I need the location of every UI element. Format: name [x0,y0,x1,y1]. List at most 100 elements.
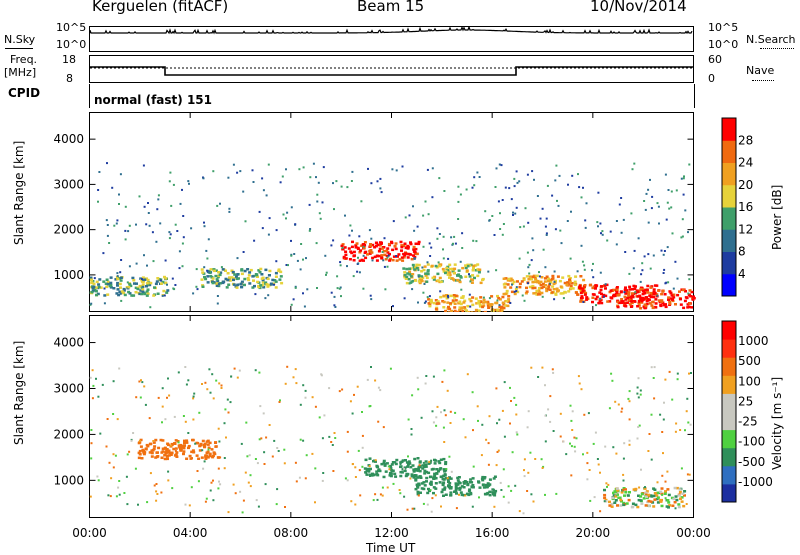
freq-label: Freq. [10,53,37,66]
data-cell [687,422,689,424]
data-cell [600,285,603,288]
data-cell [156,208,158,210]
data-cell [593,443,595,445]
colorbar-segment [722,163,736,186]
data-cell [405,216,407,218]
data-cell [663,254,665,256]
data-cell [469,294,471,296]
data-cell [549,395,551,397]
data-cell [640,273,642,275]
data-cell [629,444,631,446]
data-cell [427,263,430,266]
y-tick-label: 3000 [53,177,84,191]
data-cell [123,492,125,494]
data-cell [447,258,449,260]
data-cell [218,481,220,483]
data-cell [450,487,453,490]
data-cell [646,193,648,195]
data-cell [482,278,485,281]
data-cell [330,244,332,246]
data-cell [459,275,462,278]
colorbar-segment [722,466,736,485]
data-cell [653,255,655,257]
data-cell [248,282,251,285]
data-cell [433,459,436,462]
data-cell [370,238,372,240]
data-cell [435,494,437,496]
data-cell [675,431,677,433]
data-cell [409,478,411,480]
data-cell [651,196,653,198]
data-cell [554,179,556,181]
data-cell [234,368,236,370]
data-cell [421,467,424,470]
data-cell [370,182,372,184]
data-cell [291,206,293,208]
data-cell [171,487,173,489]
data-cell [156,455,159,458]
data-cell [297,260,299,262]
data-cell [687,473,689,475]
data-cell [284,506,286,508]
data-cell [258,372,260,374]
data-cell [141,381,143,383]
data-cell [508,187,510,189]
data-cell [563,297,565,299]
data-cell [618,404,620,406]
data-cell [135,468,137,470]
data-cell [442,484,445,487]
data-cell [212,499,214,501]
data-cell [648,222,650,224]
data-cell [203,444,206,447]
data-cell [191,439,194,442]
data-cell [677,278,679,280]
data-cell [460,261,462,263]
data-cell [603,296,605,298]
data-cell [429,295,431,297]
data-cell [530,493,532,495]
data-cell [95,378,97,380]
data-cell [315,176,317,178]
data-cell [526,275,529,278]
data-cell [574,281,577,284]
data-cell [97,201,99,203]
data-cell [157,447,160,450]
y-tick-label: 2000 [53,223,84,237]
data-cell [421,417,423,419]
data-cell [545,415,547,417]
data-cell [549,421,551,423]
data-cell [654,492,657,495]
data-cell [641,493,644,496]
data-cell [185,421,187,423]
data-cell [675,495,678,498]
data-cell [468,490,471,493]
colorbar-segment [722,412,736,431]
data-cell [514,485,516,487]
data-cell [353,251,356,254]
data-cell [146,265,148,267]
data-cell [227,272,230,275]
data-cell [135,291,138,294]
data-cell [388,468,390,470]
data-cell [516,431,518,433]
data-cell [653,498,656,501]
data-cell [216,278,219,281]
data-cell [461,267,464,270]
data-cell [351,246,354,249]
data-cell [144,206,146,208]
data-cell [183,236,185,238]
data-cell [187,432,189,434]
data-cell [256,281,259,284]
data-cell [149,306,151,308]
data-cell [166,448,169,451]
data-cell [430,489,432,491]
data-cell [107,235,109,237]
data-cell [402,166,404,168]
data-cell [267,278,270,281]
data-cell [401,471,404,474]
data-cell [481,306,484,309]
data-cell [669,292,672,295]
data-cell [561,242,563,244]
data-cell [646,289,649,292]
data-cell [351,180,353,182]
